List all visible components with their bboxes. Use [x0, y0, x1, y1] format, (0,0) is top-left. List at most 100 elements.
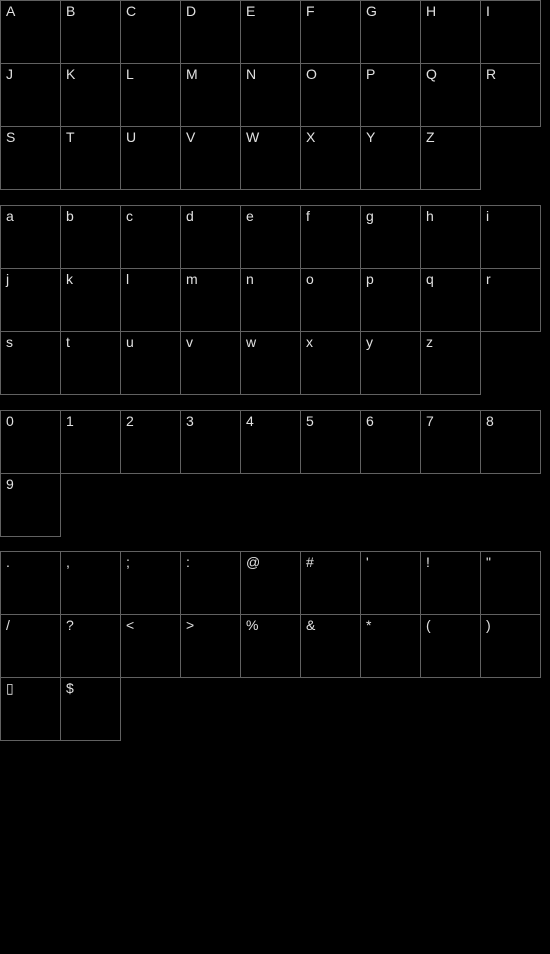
cell: " [480, 551, 541, 615]
glyph: h [426, 209, 434, 223]
cell [120, 677, 181, 741]
cell [480, 677, 541, 741]
cell: Q [420, 63, 481, 127]
glyph: V [186, 130, 195, 144]
glyph: F [306, 4, 315, 18]
section-gap [0, 536, 550, 551]
cell: E [240, 0, 301, 64]
glyph: m [186, 272, 198, 286]
glyph: " [486, 555, 491, 569]
cell: T [60, 126, 121, 190]
cell: i [480, 205, 541, 269]
cell: g [360, 205, 421, 269]
cell: @ [240, 551, 301, 615]
glyph: E [246, 4, 255, 18]
glyph: ? [66, 618, 74, 632]
glyph: p [366, 272, 374, 286]
glyph: 0 [6, 414, 14, 428]
glyph: G [366, 4, 377, 18]
cell: q [420, 268, 481, 332]
section-digits: 0123456789 [0, 410, 549, 536]
glyph: d [186, 209, 194, 223]
cell: N [240, 63, 301, 127]
glyph: N [246, 67, 256, 81]
glyph: & [306, 618, 315, 632]
cell: 4 [240, 410, 301, 474]
cell: D [180, 0, 241, 64]
glyph: C [126, 4, 136, 18]
cell [240, 473, 301, 537]
cell: p [360, 268, 421, 332]
cell: # [300, 551, 361, 615]
glyph: f [306, 209, 310, 223]
cell: % [240, 614, 301, 678]
cell: V [180, 126, 241, 190]
glyph: x [306, 335, 313, 349]
glyph: / [6, 618, 10, 632]
glyph: y [366, 335, 373, 349]
glyph: U [126, 130, 136, 144]
glyph: X [306, 130, 315, 144]
glyph: s [6, 335, 13, 349]
cell: J [0, 63, 61, 127]
glyph: L [126, 67, 134, 81]
section-gap [0, 394, 550, 410]
glyph: c [126, 209, 133, 223]
cell: y [360, 331, 421, 395]
cell: 0 [0, 410, 61, 474]
section-gap [0, 189, 550, 205]
glyph: , [66, 555, 70, 569]
glyph: ) [486, 618, 491, 632]
cell: M [180, 63, 241, 127]
section-uppercase: ABCDEFGHIJKLMNOPQRSTUVWXYZ [0, 0, 549, 189]
cell: H [420, 0, 481, 64]
glyph: < [126, 618, 134, 632]
cell [180, 473, 241, 537]
glyph: 2 [126, 414, 134, 428]
cell: ) [480, 614, 541, 678]
glyph: D [186, 4, 196, 18]
cell: Y [360, 126, 421, 190]
glyph: ; [126, 555, 130, 569]
cell: s [0, 331, 61, 395]
cell: $ [60, 677, 121, 741]
cell: ( [420, 614, 481, 678]
cell: Z [420, 126, 481, 190]
glyph: b [66, 209, 74, 223]
glyph: 4 [246, 414, 254, 428]
cell: o [300, 268, 361, 332]
cell: I [480, 0, 541, 64]
glyph: 7 [426, 414, 434, 428]
cell: h [420, 205, 481, 269]
cell: O [300, 63, 361, 127]
glyph: % [246, 618, 258, 632]
glyph: ' [366, 555, 369, 569]
glyph: # [306, 555, 314, 569]
glyph: Z [426, 130, 435, 144]
glyph: a [6, 209, 14, 223]
cell: m [180, 268, 241, 332]
cell: ? [60, 614, 121, 678]
cell [300, 473, 361, 537]
cell: l [120, 268, 181, 332]
glyph: J [6, 67, 13, 81]
glyph: w [246, 335, 256, 349]
cell: & [300, 614, 361, 678]
cell [480, 126, 541, 190]
cell [420, 677, 481, 741]
cell: ; [120, 551, 181, 615]
cell [300, 677, 361, 741]
cell: / [0, 614, 61, 678]
cell: ▯ [0, 677, 61, 741]
cell [180, 677, 241, 741]
glyph: 9 [6, 477, 14, 491]
glyph: z [426, 335, 433, 349]
cell: G [360, 0, 421, 64]
glyph: l [126, 272, 129, 286]
glyph: T [66, 130, 75, 144]
cell: 8 [480, 410, 541, 474]
glyph: o [306, 272, 314, 286]
glyph: 5 [306, 414, 314, 428]
glyph: v [186, 335, 193, 349]
cell: n [240, 268, 301, 332]
